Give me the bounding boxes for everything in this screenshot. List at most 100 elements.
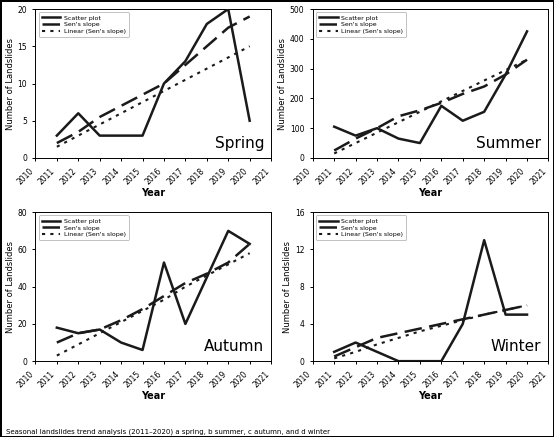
Scatter plot (139, 347, 146, 353)
Linear (Sen's slope) (118, 319, 125, 325)
Scatter plot (161, 260, 167, 265)
Scatter plot (459, 321, 466, 326)
Scatter plot (139, 133, 146, 138)
Scatter plot (75, 111, 81, 116)
Scatter plot (374, 125, 381, 131)
Line: Sen's slope: Sen's slope (334, 305, 527, 357)
Sen's slope (395, 331, 402, 336)
Scatter plot (459, 118, 466, 123)
Sen's slope (54, 140, 60, 146)
Legend: Scatter plot, Sen's slope, Linear (Sen's slope): Scatter plot, Sen's slope, Linear (Sen's… (316, 12, 406, 37)
Linear (Sen's slope) (417, 109, 423, 114)
Scatter plot (225, 7, 232, 12)
Linear (Sen's slope) (395, 120, 402, 125)
Linear (Sen's slope) (182, 284, 189, 289)
Scatter plot (524, 29, 530, 34)
Y-axis label: Number of Landslides: Number of Landslides (6, 38, 14, 129)
Scatter plot (182, 59, 189, 64)
Y-axis label: Number of Landslides: Number of Landslides (283, 241, 292, 333)
Legend: Scatter plot, Sen's slope, Linear (Sen's slope): Scatter plot, Sen's slope, Linear (Sen's… (39, 12, 129, 37)
Linear (Sen's slope) (75, 342, 81, 347)
Linear (Sen's slope) (524, 57, 530, 62)
Text: (a): (a) (45, 14, 61, 24)
Linear (Sen's slope) (417, 329, 423, 334)
Scatter plot (395, 358, 402, 364)
Sen's slope (96, 114, 103, 120)
Sen's slope (161, 81, 167, 86)
Scatter plot (54, 325, 60, 330)
Line: Linear (Sen's slope): Linear (Sen's slope) (334, 60, 527, 153)
Sen's slope (225, 25, 232, 30)
Scatter plot (118, 133, 125, 138)
Y-axis label: Number of Landslides: Number of Landslides (278, 38, 287, 129)
Linear (Sen's slope) (139, 308, 146, 313)
Text: (b): (b) (322, 14, 339, 24)
X-axis label: Year: Year (141, 187, 165, 198)
Linear (Sen's slope) (438, 323, 445, 329)
Sen's slope (96, 327, 103, 332)
X-axis label: Year: Year (141, 391, 165, 401)
Sen's slope (225, 260, 232, 265)
Scatter plot (438, 358, 445, 364)
Sen's slope (75, 331, 81, 336)
Linear (Sen's slope) (524, 303, 530, 308)
Linear (Sen's slope) (225, 262, 232, 267)
Scatter plot (161, 81, 167, 86)
Line: Scatter plot: Scatter plot (57, 231, 250, 350)
Linear (Sen's slope) (374, 342, 381, 347)
Linear (Sen's slope) (139, 100, 146, 105)
Sen's slope (203, 271, 210, 276)
Linear (Sen's slope) (182, 77, 189, 83)
Scatter plot (417, 358, 423, 364)
Linear (Sen's slope) (203, 66, 210, 71)
Linear (Sen's slope) (352, 140, 359, 146)
Linear (Sen's slope) (96, 331, 103, 336)
Scatter plot (502, 312, 509, 317)
Scatter plot (203, 275, 210, 280)
Linear (Sen's slope) (96, 122, 103, 127)
Sen's slope (182, 62, 189, 67)
Sen's slope (161, 293, 167, 298)
Scatter plot (96, 327, 103, 332)
Linear (Sen's slope) (438, 99, 445, 104)
Sen's slope (331, 354, 337, 359)
Sen's slope (118, 103, 125, 108)
Sen's slope (352, 136, 359, 141)
Scatter plot (481, 109, 488, 114)
Scatter plot (182, 321, 189, 326)
Sen's slope (75, 129, 81, 135)
Line: Sen's slope: Sen's slope (57, 17, 250, 143)
Sen's slope (502, 72, 509, 77)
Linear (Sen's slope) (502, 67, 509, 73)
Linear (Sen's slope) (247, 44, 253, 49)
Line: Linear (Sen's slope): Linear (Sen's slope) (57, 46, 250, 147)
Sen's slope (459, 91, 466, 97)
X-axis label: Year: Year (418, 187, 443, 198)
Scatter plot (524, 312, 530, 317)
Scatter plot (417, 140, 423, 146)
Linear (Sen's slope) (161, 88, 167, 94)
Scatter plot (352, 340, 359, 345)
Scatter plot (247, 118, 253, 123)
Text: (d): (d) (322, 217, 339, 227)
Line: Scatter plot: Scatter plot (334, 31, 527, 143)
Sen's slope (417, 326, 423, 331)
Sen's slope (438, 100, 445, 105)
Scatter plot (247, 241, 253, 246)
Sen's slope (481, 312, 488, 317)
Scatter plot (54, 133, 60, 138)
Line: Linear (Sen's slope): Linear (Sen's slope) (57, 253, 250, 356)
Text: Winter: Winter (491, 339, 541, 354)
Line: Linear (Sen's slope): Linear (Sen's slope) (334, 305, 527, 358)
Sen's slope (502, 307, 509, 312)
Sen's slope (524, 57, 530, 62)
Sen's slope (481, 84, 488, 89)
Scatter plot (438, 103, 445, 108)
X-axis label: Year: Year (418, 391, 443, 401)
Scatter plot (481, 238, 488, 243)
Linear (Sen's slope) (481, 312, 488, 317)
Scatter plot (331, 349, 337, 354)
Text: Seasonal landslides trend analysis (2011–2020) a spring, b summer, c autumn, and: Seasonal landslides trend analysis (2011… (6, 428, 330, 435)
Sen's slope (139, 306, 146, 312)
Line: Scatter plot: Scatter plot (57, 9, 250, 135)
